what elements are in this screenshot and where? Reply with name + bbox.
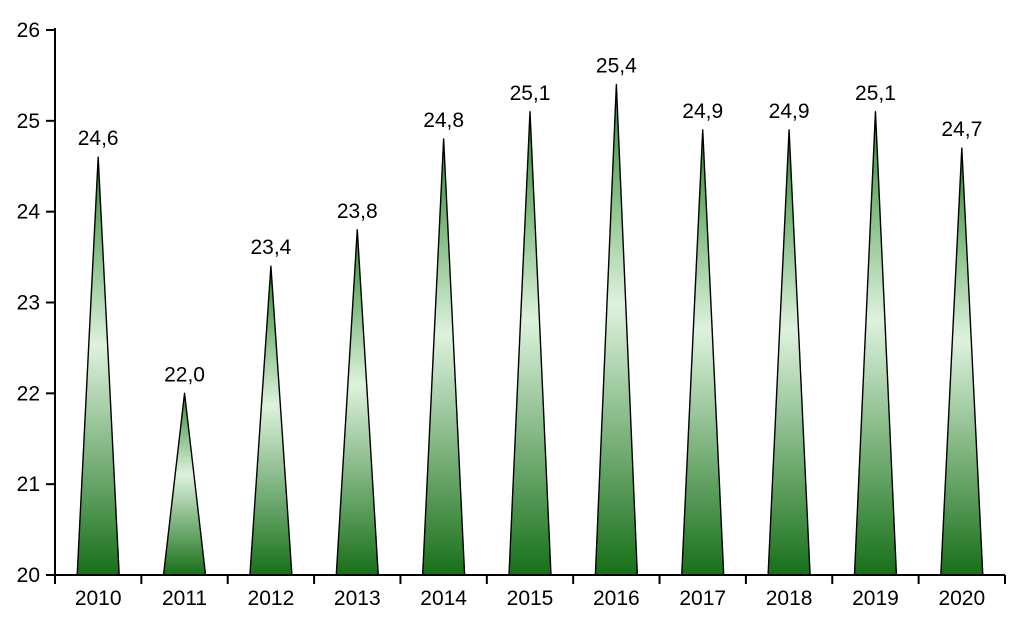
x-category-label-2012: 2012: [248, 587, 295, 610]
spike-2016: [594, 83, 639, 576]
spike-2018: [767, 129, 811, 576]
x-category-label-2018: 2018: [766, 587, 813, 610]
y-tick-label-22: 22: [17, 382, 40, 405]
value-label-2019: 25,1: [855, 82, 896, 105]
y-tick-label-24: 24: [17, 201, 41, 224]
spike-2017: [681, 129, 725, 576]
spike-2015: [508, 111, 552, 576]
x-category-label-2019: 2019: [852, 587, 899, 610]
x-category-label-2017: 2017: [679, 587, 726, 610]
spike-2020: [940, 147, 984, 576]
value-label-2012: 23,4: [250, 236, 291, 259]
value-label-2020: 24,7: [941, 118, 982, 141]
value-label-2013: 23,8: [337, 200, 378, 223]
value-label-2011: 22,0: [164, 363, 205, 386]
spike-2019: [853, 111, 898, 576]
x-category-label-2020: 2020: [938, 587, 985, 610]
x-category-label-2015: 2015: [507, 587, 554, 610]
x-category-label-2013: 2013: [334, 587, 381, 610]
x-category-label-2010: 2010: [75, 587, 122, 610]
y-tick-label-25: 25: [17, 110, 40, 133]
value-label-2010: 24,6: [78, 127, 119, 150]
x-category-label-2014: 2014: [420, 587, 467, 610]
x-category-label-2011: 2011: [162, 587, 207, 610]
spike-2013: [335, 229, 379, 576]
spike-2012: [249, 265, 293, 576]
y-tick-label-26: 26: [17, 19, 40, 42]
x-category-label-2016: 2016: [593, 587, 640, 610]
spike-2010: [76, 156, 120, 576]
spike-2011: [162, 392, 207, 576]
value-label-2017: 24,9: [682, 100, 723, 123]
spike-2014: [421, 138, 466, 576]
y-tick-label-20: 20: [17, 564, 40, 587]
value-label-2015: 25,1: [510, 82, 551, 105]
value-label-2018: 24,9: [769, 100, 810, 123]
value-label-2016: 25,4: [596, 55, 637, 78]
y-tick-label-23: 23: [17, 292, 40, 315]
y-tick-label-21: 21: [17, 473, 40, 496]
value-label-2014: 24,8: [423, 109, 464, 132]
